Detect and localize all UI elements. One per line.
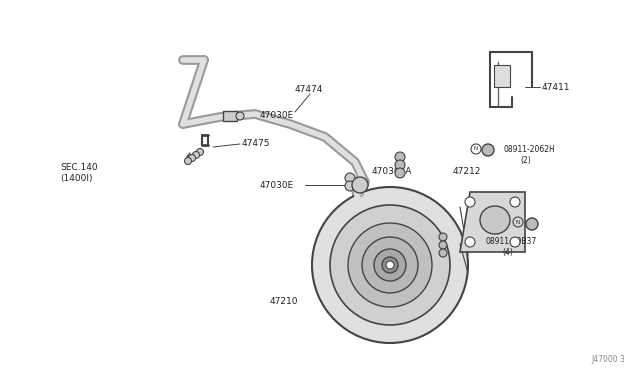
Circle shape <box>189 154 195 161</box>
Circle shape <box>526 218 538 230</box>
Polygon shape <box>460 192 525 252</box>
Ellipse shape <box>480 206 510 234</box>
Circle shape <box>345 181 355 191</box>
Circle shape <box>439 249 447 257</box>
Text: N: N <box>474 147 478 151</box>
Circle shape <box>382 257 398 273</box>
Bar <box>223 111 237 121</box>
Circle shape <box>193 151 200 158</box>
Circle shape <box>184 157 191 164</box>
Text: 47212: 47212 <box>453 167 481 176</box>
Text: J47000 3: J47000 3 <box>591 355 625 364</box>
Text: N: N <box>516 219 520 224</box>
Text: (1400I): (1400I) <box>60 174 93 183</box>
Circle shape <box>386 261 394 269</box>
Text: (2): (2) <box>520 155 531 164</box>
Circle shape <box>439 241 447 249</box>
Circle shape <box>465 237 475 247</box>
Circle shape <box>345 173 355 183</box>
Circle shape <box>395 160 405 170</box>
Circle shape <box>465 197 475 207</box>
Circle shape <box>395 152 405 162</box>
Text: 47210: 47210 <box>270 298 298 307</box>
Circle shape <box>362 237 418 293</box>
Circle shape <box>482 144 494 156</box>
Circle shape <box>395 168 405 178</box>
Text: 47475: 47475 <box>242 140 271 148</box>
Circle shape <box>352 177 368 193</box>
Circle shape <box>196 148 204 155</box>
Text: 47030E: 47030E <box>260 112 294 121</box>
Circle shape <box>510 237 520 247</box>
Text: SEC.140: SEC.140 <box>60 163 98 171</box>
Circle shape <box>312 187 468 343</box>
Text: 47474: 47474 <box>295 86 323 94</box>
Text: 47030E: 47030E <box>260 180 294 189</box>
Bar <box>494 65 510 87</box>
Text: 47030EA: 47030EA <box>372 167 412 176</box>
Circle shape <box>330 205 450 325</box>
Circle shape <box>348 223 432 307</box>
Text: (4): (4) <box>502 247 513 257</box>
Text: 47411: 47411 <box>542 83 570 92</box>
Circle shape <box>374 249 406 281</box>
Circle shape <box>510 197 520 207</box>
Text: 08911-10B37: 08911-10B37 <box>486 237 537 247</box>
Circle shape <box>236 112 244 120</box>
Text: 08911-2062H: 08911-2062H <box>504 145 556 154</box>
Circle shape <box>439 233 447 241</box>
